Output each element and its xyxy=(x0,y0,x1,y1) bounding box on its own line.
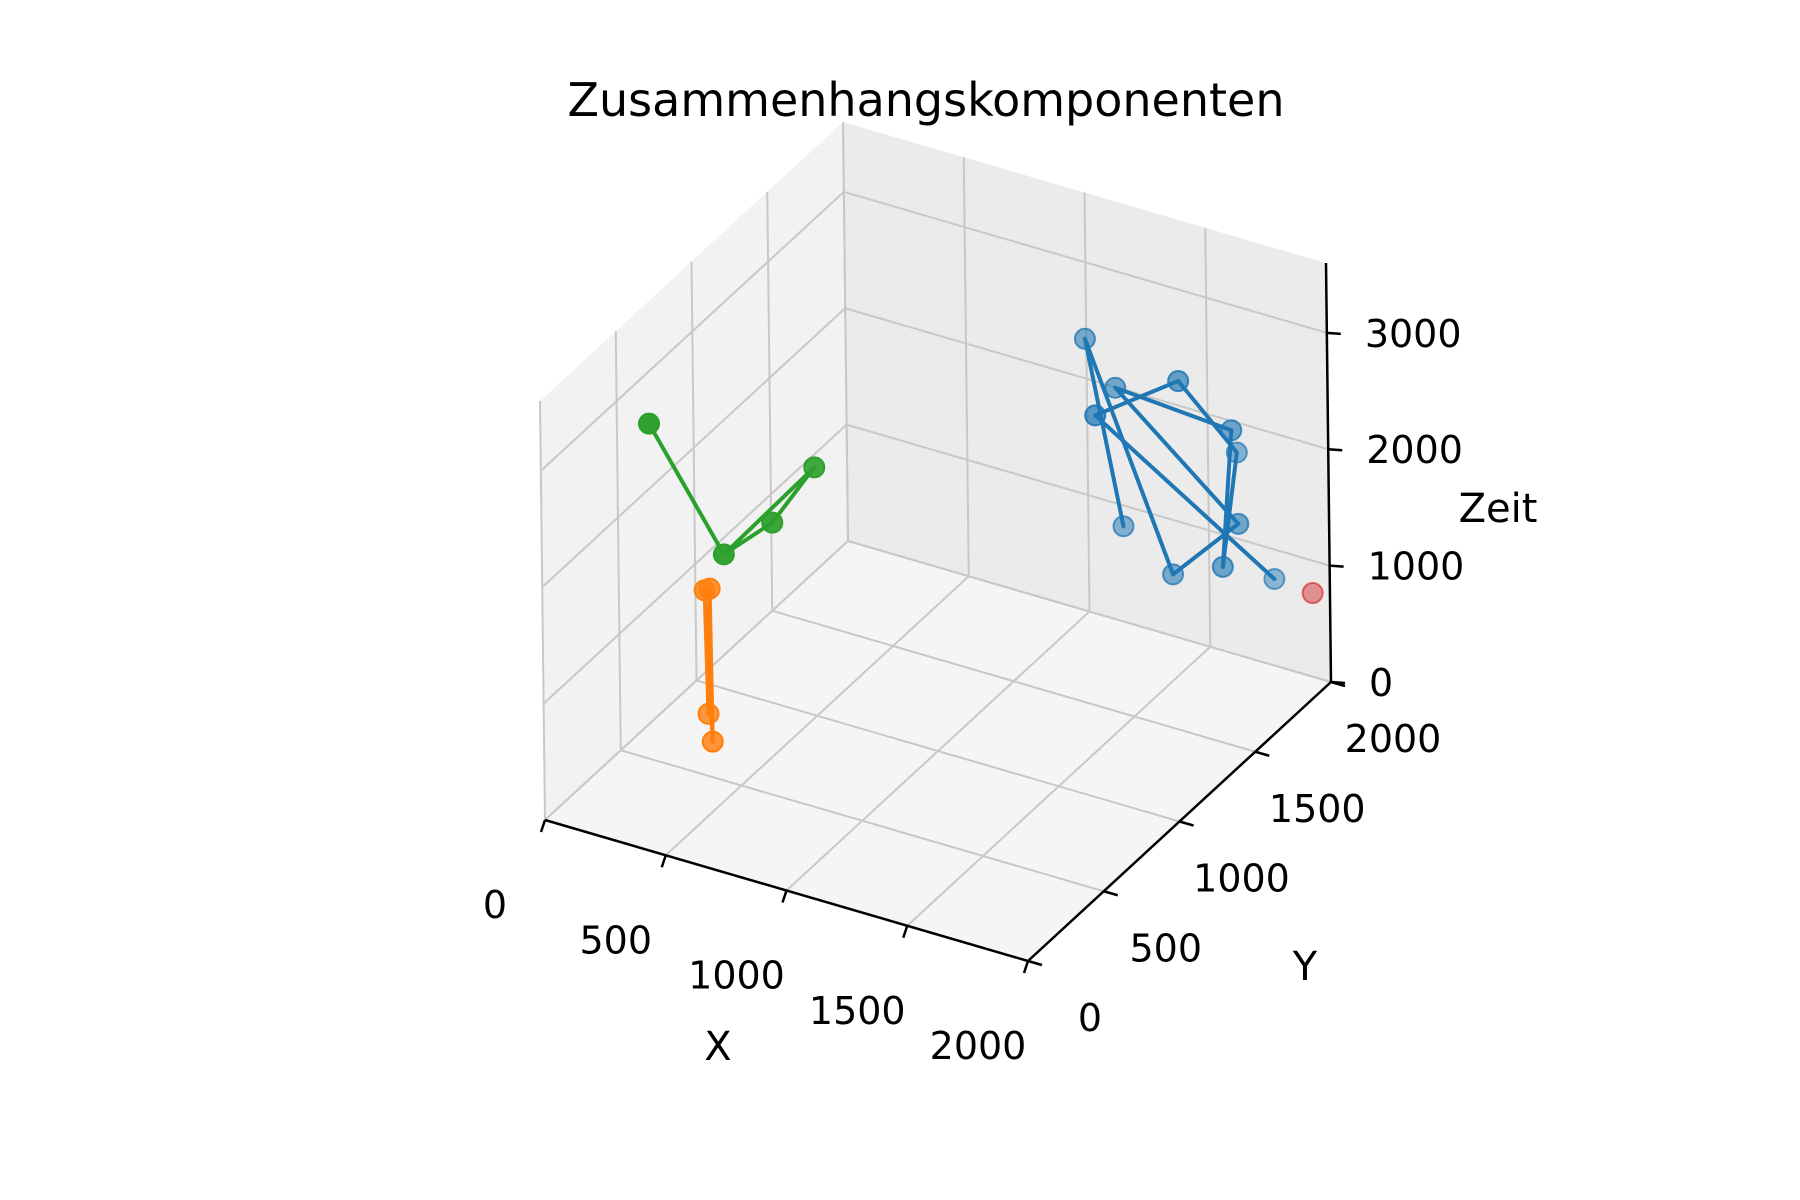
y-tick-label: 500 xyxy=(1129,926,1202,970)
grid-lines xyxy=(539,121,1333,962)
data-point xyxy=(1104,376,1127,399)
data-point xyxy=(697,702,720,725)
data-point xyxy=(1227,512,1250,535)
edge-line xyxy=(1176,379,1239,455)
x-tick xyxy=(1022,960,1030,974)
grid-line-z xyxy=(544,539,1332,821)
y-tick xyxy=(1254,750,1270,757)
x-tick-label: 0 xyxy=(483,883,507,927)
y-tick-label: 0 xyxy=(1078,996,1102,1040)
data-point xyxy=(1263,567,1286,590)
edge-line xyxy=(1082,336,1176,577)
grid-line-z xyxy=(540,190,1328,472)
y-tick-label: 1500 xyxy=(1269,787,1366,831)
series-1 xyxy=(693,577,724,753)
grid-line-z xyxy=(542,423,1330,705)
data-point xyxy=(698,577,721,600)
data-point xyxy=(712,543,735,566)
x-tick-label: 1500 xyxy=(809,989,906,1033)
y-axis-label: Y xyxy=(1292,944,1318,990)
z-tick-label: 3000 xyxy=(1365,312,1462,356)
chart-labels: Zusammenhangskomponenten X Y Zeit 0 500 10… xyxy=(483,73,1538,1070)
grid-line-z xyxy=(541,307,1329,588)
x-tick xyxy=(539,819,547,833)
edge-line xyxy=(1113,385,1241,526)
axis-lines xyxy=(539,262,1346,974)
data-point xyxy=(1211,555,1234,578)
x-tick xyxy=(781,890,788,903)
chart-title: Zusammenhangskomponenten xyxy=(568,73,1285,127)
series-0 xyxy=(1073,327,1286,590)
data-point xyxy=(1073,327,1096,350)
data-point xyxy=(1301,582,1324,605)
z-tick xyxy=(1330,680,1346,685)
data-point xyxy=(1084,404,1107,427)
z-tick xyxy=(1329,564,1344,568)
data-point xyxy=(1225,441,1248,464)
y-tick xyxy=(1103,890,1119,897)
z-tick-label: 2000 xyxy=(1366,428,1463,472)
x-tick-label: 1000 xyxy=(688,954,785,998)
edge-line xyxy=(721,465,817,557)
z-axis-label: Zeit xyxy=(1459,486,1538,532)
x-tick xyxy=(660,854,667,868)
edge-line xyxy=(1171,521,1241,577)
data-point xyxy=(1162,563,1185,586)
data-point xyxy=(701,730,724,753)
x-axis-label: X xyxy=(704,1024,731,1070)
x-tick-label: 2000 xyxy=(930,1024,1027,1068)
series-3 xyxy=(1301,582,1324,605)
y-tick xyxy=(1027,959,1043,967)
edge-line xyxy=(647,421,726,557)
x-tick-label: 500 xyxy=(579,918,652,962)
data-point xyxy=(638,412,661,435)
edge-line xyxy=(1082,336,1126,529)
data-marks xyxy=(638,327,1324,753)
series-2 xyxy=(638,412,826,566)
data-point xyxy=(1112,515,1135,538)
z-tick xyxy=(1326,331,1341,336)
y-tick-label: 2000 xyxy=(1345,717,1442,761)
data-point xyxy=(1220,419,1243,442)
z-tick-label: 1000 xyxy=(1368,545,1465,589)
data-point xyxy=(761,511,784,534)
edge-line xyxy=(1113,385,1234,433)
x-tick xyxy=(902,925,909,939)
data-point xyxy=(1167,370,1190,393)
z-tick-label: 0 xyxy=(1369,661,1393,705)
z-tick xyxy=(1328,447,1343,452)
edge-line xyxy=(1093,379,1181,418)
y-tick-label: 1000 xyxy=(1193,857,1290,901)
data-point xyxy=(803,456,826,479)
y-tick xyxy=(1179,820,1194,827)
